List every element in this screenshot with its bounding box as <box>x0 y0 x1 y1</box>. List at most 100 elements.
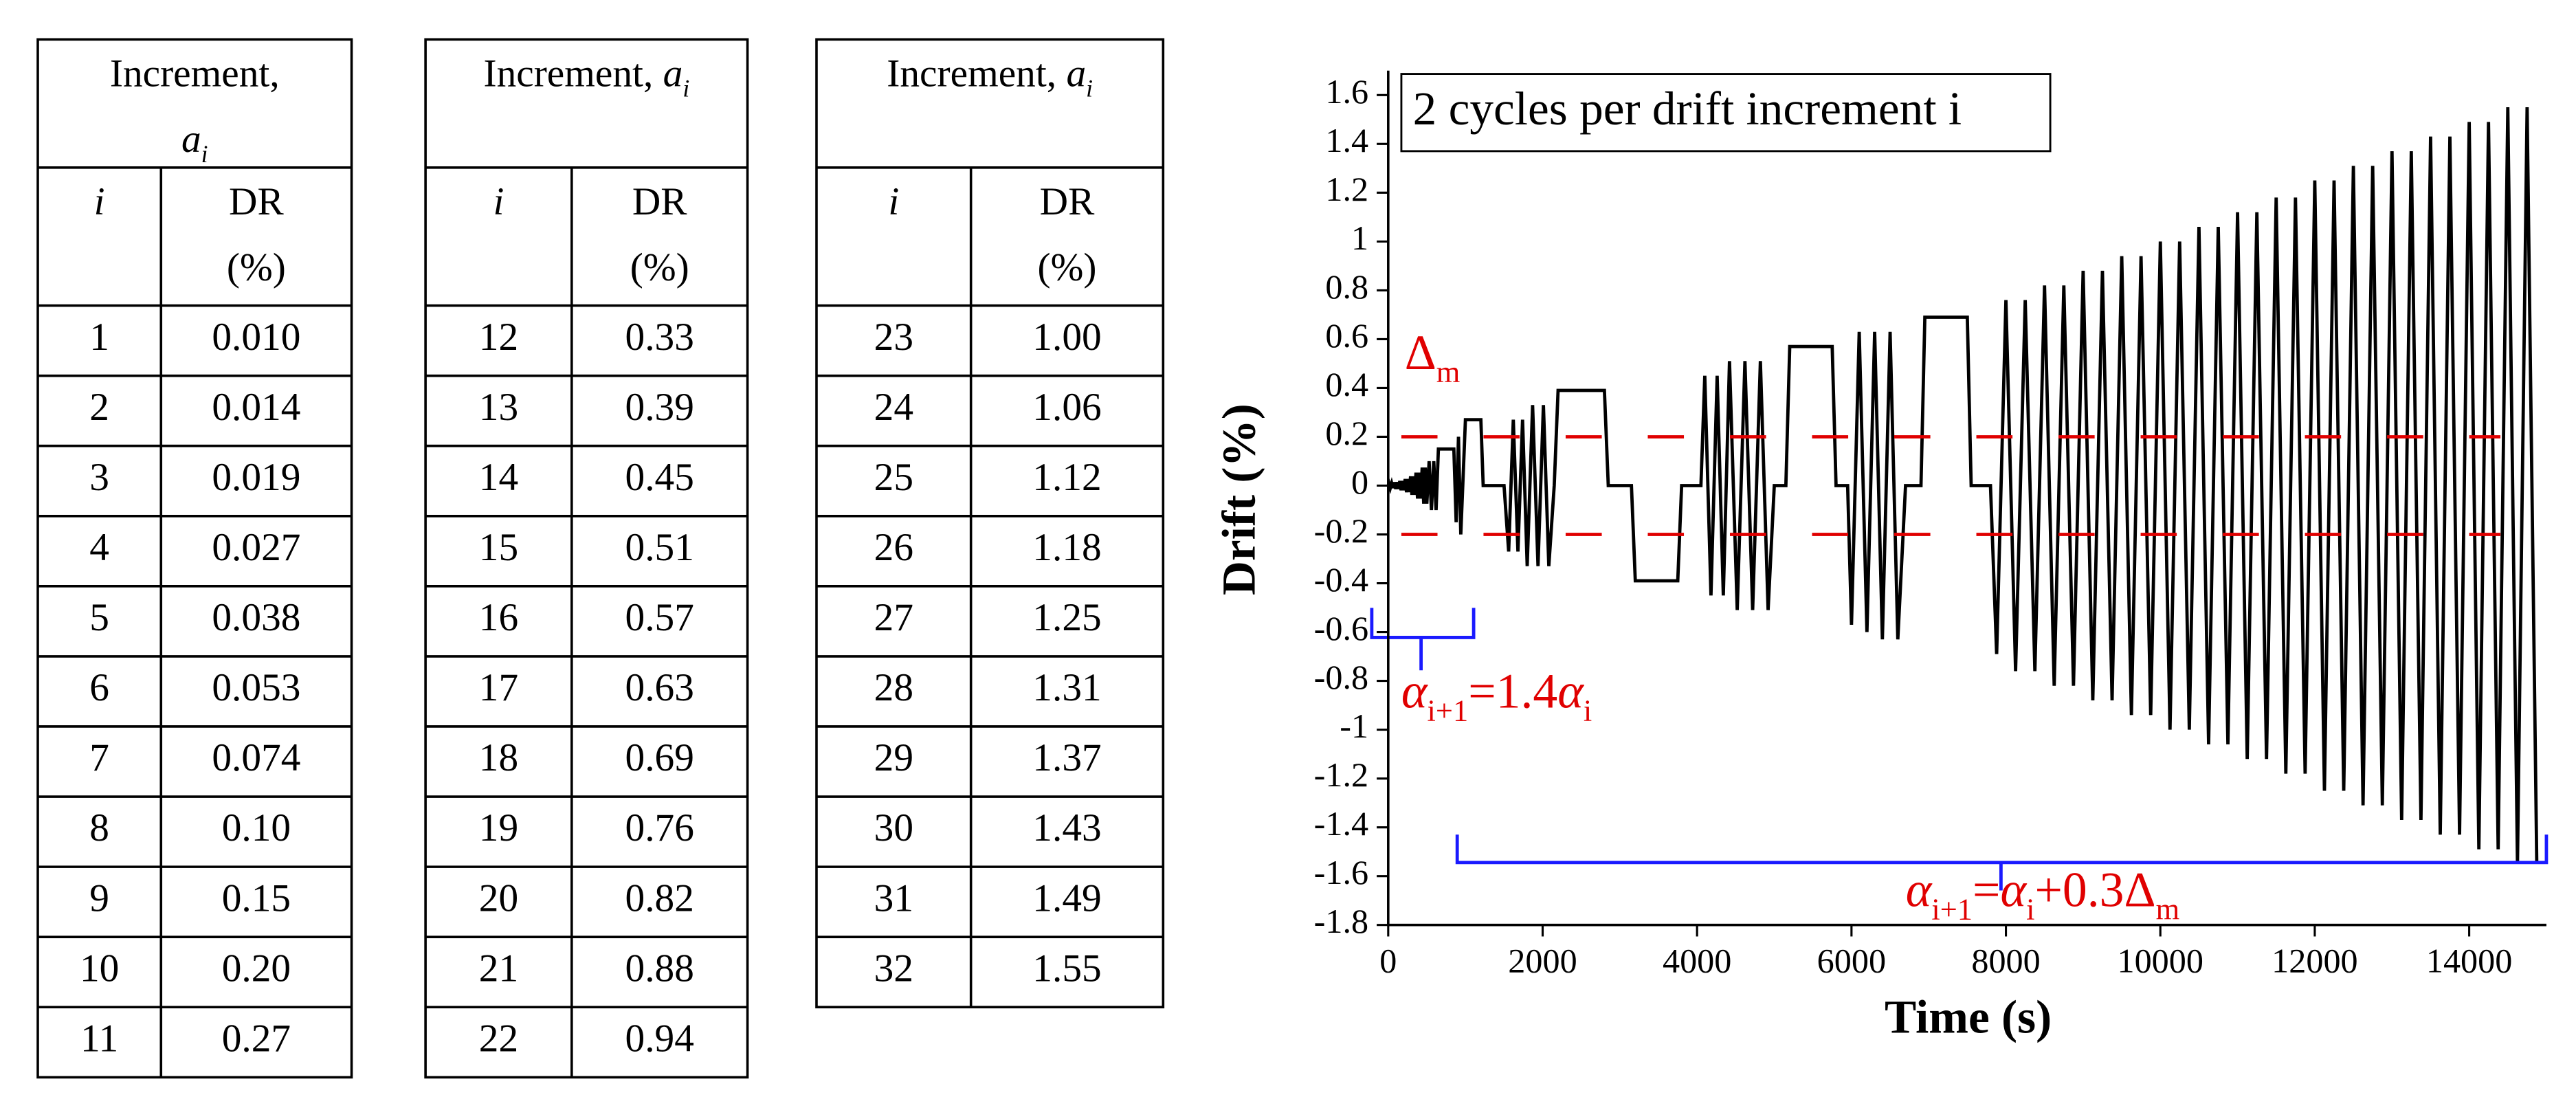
table-cell: 1.55 <box>1032 946 1101 990</box>
drift-line <box>1386 107 2539 864</box>
text-part: =1.4 <box>1468 664 1557 719</box>
table-border <box>424 38 749 1079</box>
table-cell: 1.06 <box>1032 386 1101 429</box>
annotation: αi+1=1.4αi <box>1401 664 1592 728</box>
table-cell: 12 <box>479 315 518 359</box>
table-cell: 0.074 <box>212 736 300 779</box>
table-cell: 2 <box>89 386 109 429</box>
text-part: α <box>2000 863 2027 918</box>
table-cell: 1.31 <box>1032 666 1101 709</box>
y-tick-label: -0.2 <box>1314 511 1368 550</box>
table-cell: 0.33 <box>625 315 694 359</box>
table-cell: 1.00 <box>1032 315 1101 359</box>
y-tick-label: -0.8 <box>1314 658 1368 696</box>
column-header: i <box>493 180 504 223</box>
text-part: m <box>1436 355 1461 389</box>
table-cell: 9 <box>89 876 109 920</box>
y-tick-label: 1.2 <box>1325 170 1368 208</box>
x-tick-label: 12000 <box>2272 942 2357 980</box>
table-cell: 30 <box>874 806 913 850</box>
table-cell: 1.12 <box>1032 456 1101 499</box>
table-cell: 6 <box>89 666 109 709</box>
text-part: i <box>1086 74 1093 102</box>
note-box <box>1400 73 2052 153</box>
table-cell: 0.019 <box>212 456 300 499</box>
table-cell: 13 <box>479 386 518 429</box>
y-tick-label: -0.6 <box>1314 609 1368 647</box>
text-part: α <box>1906 863 1933 918</box>
table-cell: 1.49 <box>1032 876 1101 920</box>
column-header: i <box>888 180 899 223</box>
column-header: (%) <box>227 246 286 289</box>
column-header: DR <box>1040 180 1095 223</box>
column-header: i <box>94 180 105 223</box>
table-cell: 0.45 <box>625 456 694 499</box>
table-cell: 5 <box>89 596 109 639</box>
table-cell: 27 <box>874 596 913 639</box>
x-tick-label: 10000 <box>2118 942 2203 980</box>
table-cell: 10 <box>80 946 119 990</box>
brace <box>1370 608 1476 671</box>
y-axis-title: Drift (%) <box>1212 403 1265 595</box>
y-tick-label: -1 <box>1340 707 1368 745</box>
text-part: i <box>2026 892 2034 927</box>
x-tick-label: 6000 <box>1817 942 1886 980</box>
text-part: = <box>1973 863 2000 918</box>
table-cell: 0.27 <box>222 1017 291 1060</box>
table-cell: 21 <box>479 946 518 990</box>
annotation: αi+1=αi+0.3Δm <box>1906 863 2179 927</box>
y-tick-label: 0 <box>1351 463 1368 501</box>
table-cell: 15 <box>479 526 518 569</box>
table-cell: 7 <box>89 736 109 779</box>
table-cell: 1.18 <box>1032 526 1101 569</box>
text-part: i <box>682 74 689 102</box>
note-text: 2 cycles per drift increment i <box>1413 82 1962 135</box>
table-header: Increment, <box>110 52 280 95</box>
table-cell: 28 <box>874 666 913 709</box>
table-cell: 17 <box>479 666 518 709</box>
text-part: Increment, <box>110 52 280 95</box>
text-part: i+1 <box>1931 892 1973 927</box>
table-border <box>815 38 1165 1009</box>
text-part: i <box>1584 694 1592 728</box>
y-tick-label: -1.4 <box>1314 804 1368 843</box>
table-cell: 26 <box>874 526 913 569</box>
text-part: Increment, <box>483 52 663 95</box>
table-cell: 4 <box>89 526 109 569</box>
y-tick-label: -1.8 <box>1314 902 1368 940</box>
table-cell: 0.39 <box>625 386 694 429</box>
table-cell: 0.88 <box>625 946 694 990</box>
annotation: Δm <box>1405 326 1461 390</box>
table-cell: 0.010 <box>212 315 300 359</box>
text-part: Δ <box>1405 326 1436 381</box>
table-cell: 0.014 <box>212 386 300 429</box>
text-part: α <box>1401 664 1428 719</box>
table-header: Increment, ai <box>887 52 1093 102</box>
y-tick-label: -1.2 <box>1314 755 1368 794</box>
table-cell: 0.94 <box>625 1017 694 1060</box>
table-cell: 0.76 <box>625 806 694 850</box>
table-cell: 19 <box>479 806 518 850</box>
table-cell: 25 <box>874 456 913 499</box>
table-cell: 0.10 <box>222 806 291 850</box>
y-tick-label: 1.4 <box>1325 121 1368 159</box>
table-header: ai <box>181 118 208 168</box>
text-part: a <box>663 52 683 95</box>
table-cell: 0.20 <box>222 946 291 990</box>
table-cell: 18 <box>479 736 518 779</box>
column-header: DR <box>229 180 284 223</box>
text-part: +0.3Δ <box>2034 863 2155 918</box>
table-cell: 1.43 <box>1032 806 1101 850</box>
table-cell: 11 <box>80 1017 118 1060</box>
chart: 2 cycles per drift increment i Time (s) … <box>1212 70 2549 1043</box>
x-tick-label: 0 <box>1379 942 1397 980</box>
text-part: Increment, <box>887 52 1066 95</box>
table-border <box>36 38 353 1079</box>
table-cell: 0.51 <box>625 526 694 569</box>
table-cell: 0.63 <box>625 666 694 709</box>
brace <box>1455 834 2549 891</box>
x-tick-label: 4000 <box>1663 942 1731 980</box>
y-tick-label: -0.4 <box>1314 560 1368 599</box>
